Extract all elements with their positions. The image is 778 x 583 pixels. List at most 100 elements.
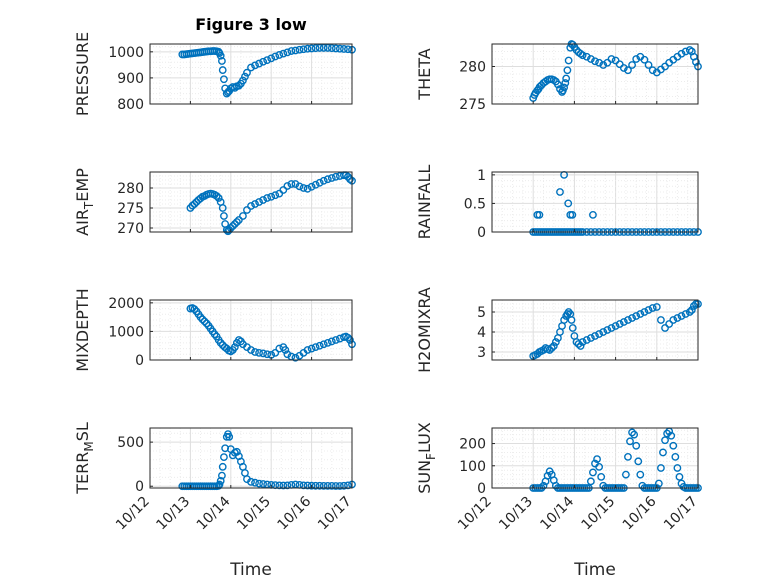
data-point bbox=[299, 45, 308, 54]
data-point bbox=[628, 314, 636, 322]
data-point bbox=[619, 64, 628, 72]
data-point bbox=[327, 481, 336, 490]
data-point bbox=[607, 324, 616, 332]
data-point bbox=[315, 178, 324, 187]
data-point bbox=[247, 63, 255, 72]
data-point bbox=[311, 180, 320, 189]
y-tick-label: 1000 bbox=[108, 45, 144, 61]
data-point bbox=[319, 340, 328, 349]
data-point bbox=[661, 324, 669, 332]
axes-box bbox=[491, 171, 699, 233]
data-point bbox=[255, 198, 263, 206]
data-point bbox=[564, 56, 573, 65]
data-point bbox=[271, 348, 280, 357]
subplot-sun_flux: 0 100 200 10/12 10/13 10/14 10/15 10/16 10/17 SUN… bbox=[415, 422, 702, 534]
y-tick-label: 0 bbox=[477, 481, 486, 497]
y-tick-label: 280 bbox=[459, 60, 486, 76]
data-point bbox=[576, 342, 585, 350]
y-tick-label: 1 bbox=[477, 168, 486, 184]
data-point bbox=[593, 455, 601, 464]
data-point bbox=[644, 61, 653, 69]
data-point bbox=[232, 218, 241, 226]
y-axis-label: H2OMIXRA bbox=[415, 287, 434, 373]
data-point bbox=[307, 44, 316, 53]
data-point bbox=[632, 55, 641, 63]
data-point bbox=[279, 481, 288, 490]
data-point bbox=[222, 226, 231, 234]
data-point bbox=[190, 305, 199, 314]
y-tick-label: 900 bbox=[117, 71, 144, 87]
data-point bbox=[344, 333, 352, 342]
data-point bbox=[251, 200, 259, 208]
data-point bbox=[599, 61, 608, 69]
data-point bbox=[687, 306, 696, 314]
data-point bbox=[586, 55, 595, 63]
data-point bbox=[640, 308, 649, 316]
axes-box bbox=[491, 299, 699, 361]
y-tick-label: 800 bbox=[117, 97, 144, 113]
data-point bbox=[287, 180, 296, 188]
x-tick-label: 10/15 bbox=[234, 494, 274, 534]
data-point bbox=[291, 353, 300, 362]
data-point bbox=[563, 66, 572, 75]
y-tick-label: 1000 bbox=[108, 324, 144, 340]
data-point bbox=[335, 44, 344, 53]
data-point bbox=[232, 447, 241, 456]
data-point bbox=[591, 332, 599, 340]
data-point bbox=[677, 312, 686, 320]
data-point bbox=[241, 469, 249, 477]
data-point bbox=[291, 180, 300, 188]
data-point bbox=[295, 45, 304, 54]
data-point bbox=[311, 44, 320, 53]
data-point bbox=[212, 192, 221, 200]
data-point bbox=[218, 471, 226, 480]
data-point bbox=[657, 316, 665, 324]
subplot-terr_msl: 0 500 10/12 10/13 10/14 10/15 10/16 10/17 TERRMS… bbox=[73, 422, 356, 534]
data-point bbox=[327, 337, 336, 346]
data-point bbox=[263, 56, 272, 65]
data-point bbox=[220, 453, 228, 462]
data-point bbox=[307, 344, 316, 353]
x-tick-label: 10/14 bbox=[537, 493, 577, 533]
data-point bbox=[615, 320, 624, 328]
data-point bbox=[200, 317, 209, 326]
data-point bbox=[622, 470, 630, 479]
data-point bbox=[661, 436, 669, 445]
data-point bbox=[603, 326, 612, 334]
data-point bbox=[595, 462, 604, 471]
data-point bbox=[628, 61, 636, 69]
data-point bbox=[307, 481, 316, 490]
data-point bbox=[595, 58, 604, 67]
x-tick-label: 10/13 bbox=[153, 494, 193, 534]
data-point bbox=[648, 66, 657, 75]
data-point bbox=[216, 51, 225, 60]
data-point bbox=[626, 437, 634, 446]
data-point bbox=[319, 44, 328, 52]
data-point bbox=[551, 338, 560, 346]
data-point bbox=[669, 441, 678, 450]
data-point bbox=[599, 328, 608, 336]
data-point bbox=[259, 480, 268, 488]
data-point bbox=[279, 49, 288, 58]
data-point bbox=[279, 186, 288, 194]
y-tick-label: 0 bbox=[135, 479, 144, 495]
data-point bbox=[214, 194, 223, 202]
data-point bbox=[574, 340, 583, 348]
data-point bbox=[299, 184, 308, 192]
data-point bbox=[673, 464, 682, 472]
subplot-h2omixra: 3 4 5 H2OMIXRA bbox=[415, 287, 702, 373]
subplot-theta: 275 280 THETA bbox=[415, 40, 702, 113]
data-point bbox=[567, 316, 576, 324]
data-point bbox=[259, 57, 268, 66]
x-tick-label: 10/12 bbox=[455, 494, 495, 534]
data-point bbox=[692, 58, 700, 66]
x-tick-label: 10/16 bbox=[275, 493, 315, 533]
data-point bbox=[283, 48, 292, 57]
subplot-pressure: 800 900 1000 PRESSURE bbox=[73, 32, 356, 116]
data-point bbox=[216, 338, 225, 347]
x-tick-label: 10/16 bbox=[620, 493, 660, 533]
data-point bbox=[669, 316, 678, 324]
data-point bbox=[210, 330, 219, 339]
data-point bbox=[671, 452, 680, 461]
data-point bbox=[636, 470, 645, 479]
